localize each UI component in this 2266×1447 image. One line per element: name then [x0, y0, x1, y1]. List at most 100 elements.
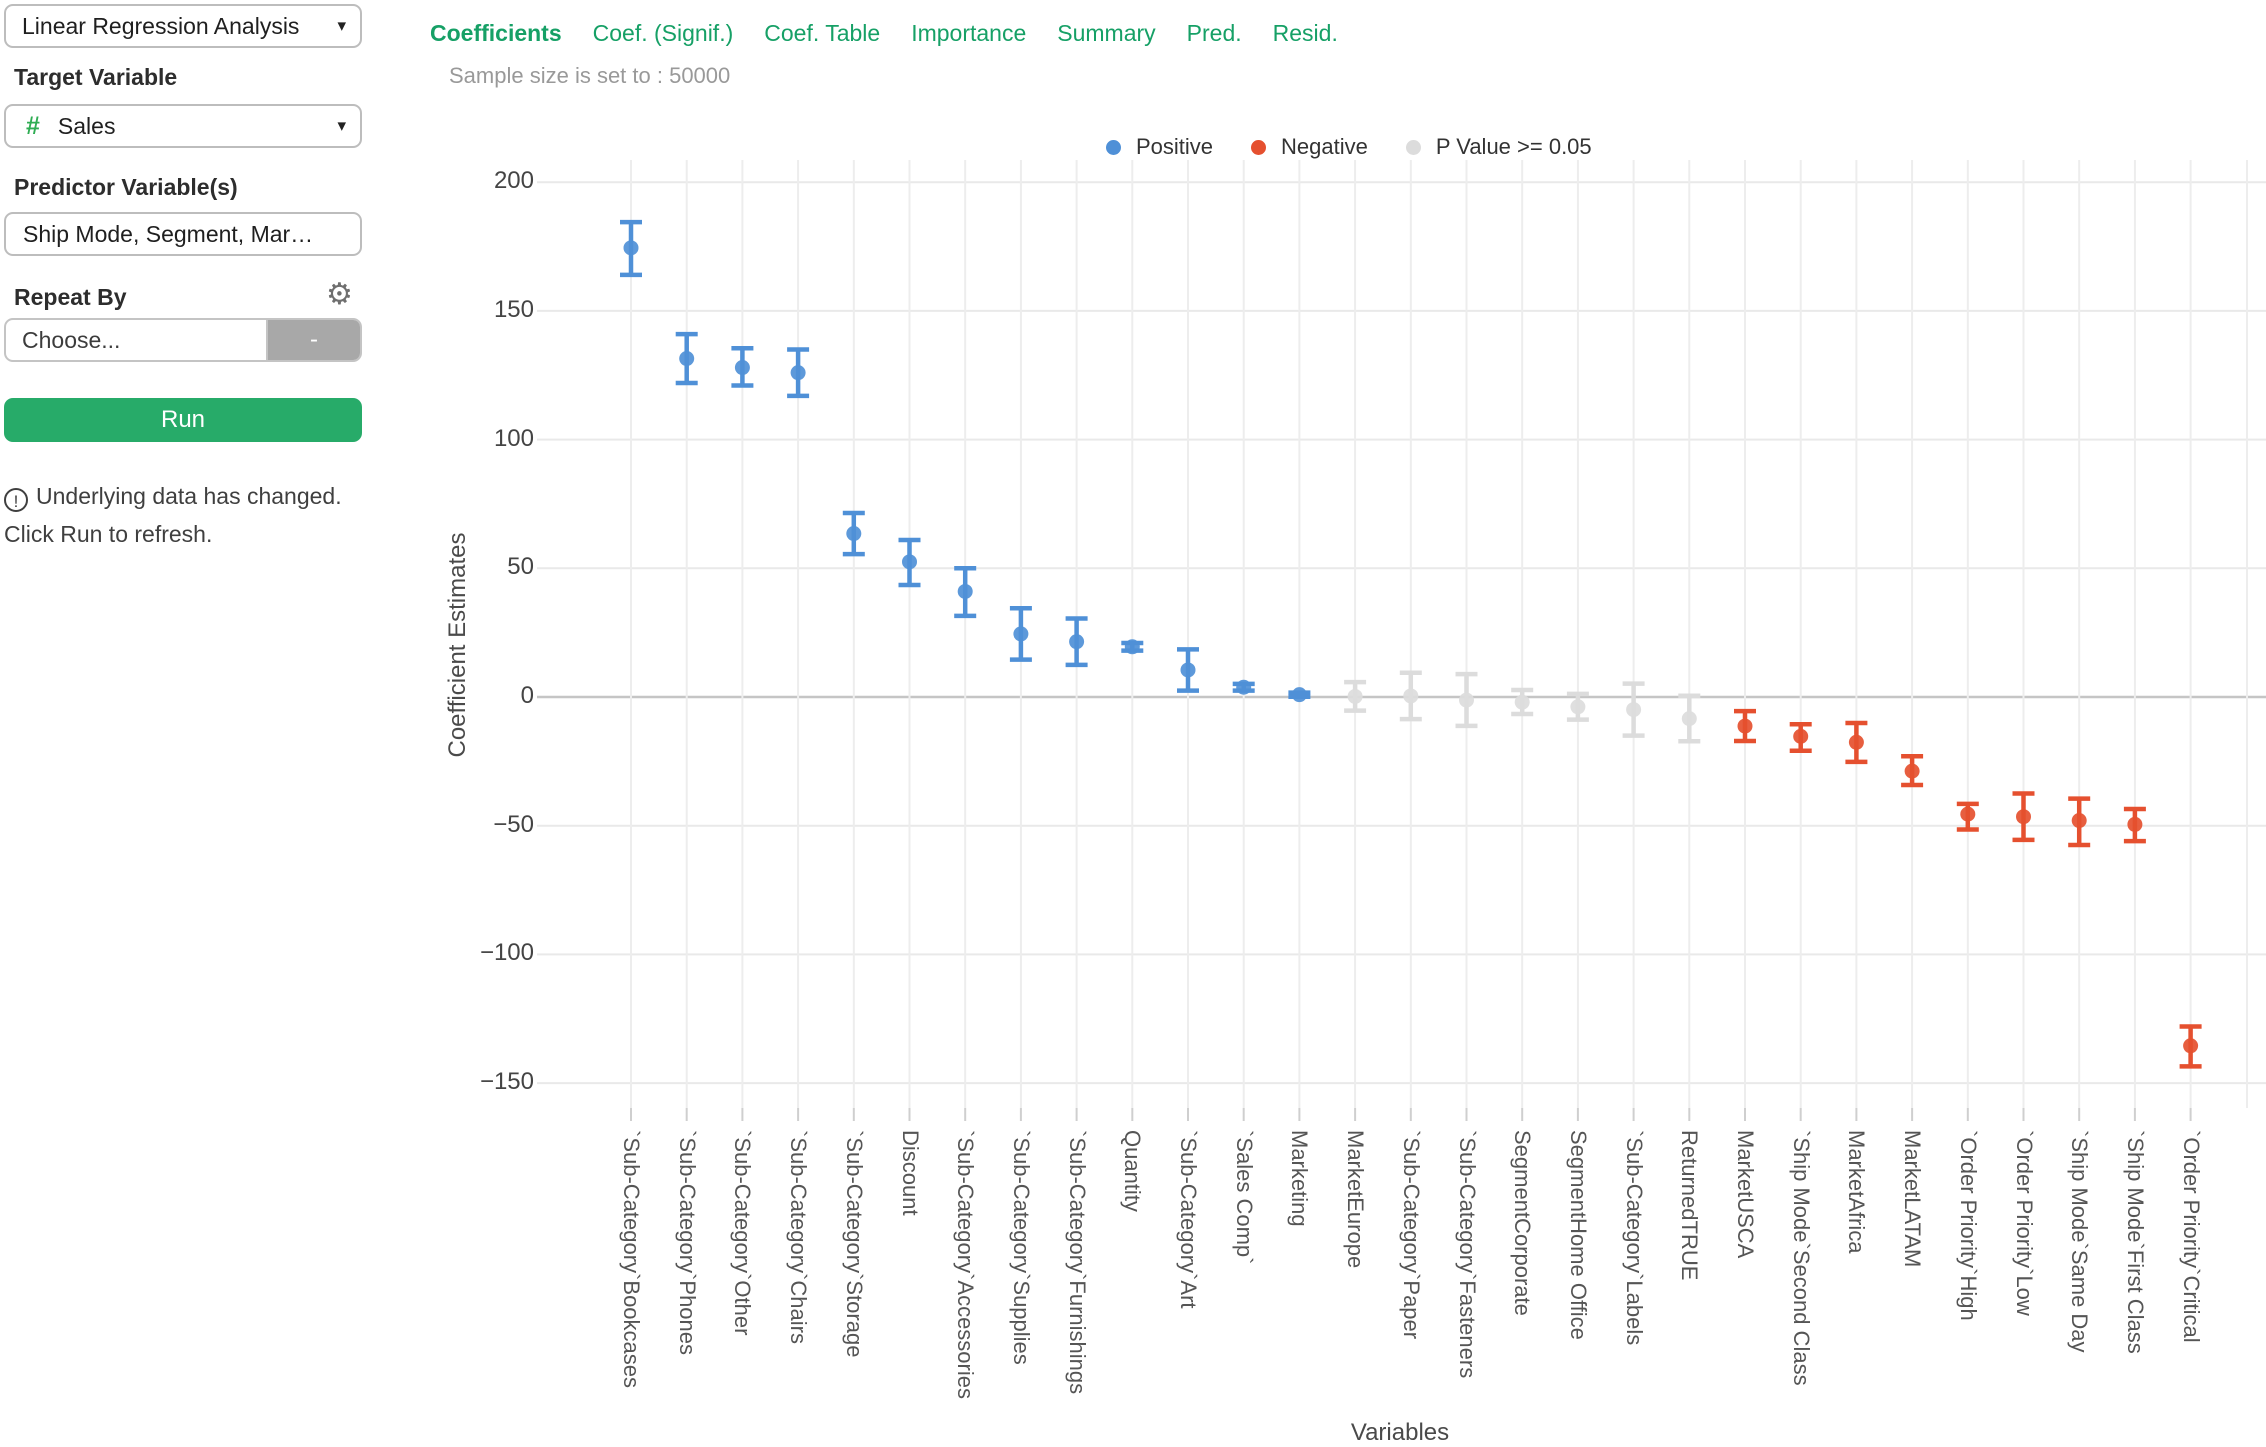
predictor-variables-input[interactable]: Ship Mode, Segment, Mar…: [4, 212, 362, 256]
error-bar-point[interactable]: [1344, 679, 1367, 713]
tab-summary[interactable]: Summary: [1057, 20, 1156, 46]
repeat-by-label: Repeat By: [14, 284, 127, 310]
y-tick-label: −100: [479, 939, 534, 967]
x-tick-label: `Order Priority`Critical: [2178, 1130, 2204, 1343]
error-bar-point[interactable]: [1455, 671, 1478, 729]
error-bar-point[interactable]: [954, 566, 977, 619]
target-variable-label: Target Variable: [14, 64, 178, 90]
nonsignificant-dot-icon: [1405, 139, 1421, 155]
x-tick-label: ReturnedTRUE: [1677, 1130, 1703, 1281]
tab-coef-table[interactable]: Coef. Table: [764, 20, 881, 46]
x-tick-label: MarketEurope: [1343, 1130, 1369, 1269]
error-bar-point[interactable]: [1399, 670, 1422, 722]
analysis-type-select[interactable]: Linear Regression Analysis ▾: [4, 4, 362, 48]
negative-dot-icon: [1251, 139, 1267, 155]
positive-dot-icon: [1106, 139, 1121, 155]
x-tick-label: `Order Priority`Low: [2011, 1130, 2037, 1316]
error-bar-point[interactable]: [1734, 708, 1756, 744]
tab-coef-signif[interactable]: Coef. (Signif.): [592, 20, 734, 46]
x-tick-label: `Sub-Category`Chairs: [786, 1130, 812, 1344]
repeat-by-clear-button[interactable]: -: [266, 320, 360, 360]
error-bar-point[interactable]: [1288, 687, 1311, 703]
tab-pred[interactable]: Pred.: [1186, 20, 1242, 46]
x-axis-title: Variables: [1350, 1419, 1450, 1446]
legend-item-positive[interactable]: Positive: [1106, 134, 1213, 160]
y-tick-label: −150: [479, 1068, 534, 1096]
chevron-down-icon: ▾: [337, 116, 346, 135]
repeat-by-select[interactable]: Choose...: [22, 326, 121, 353]
error-bar-point[interactable]: [1956, 801, 1979, 832]
sidebar: Linear Regression Analysis ▾ Target Vari…: [0, 0, 380, 1442]
tab-importance[interactable]: Importance: [911, 20, 1027, 46]
tab-coefficients[interactable]: Coefficients: [430, 20, 562, 46]
x-tick-label: MarketAfrica: [1844, 1130, 1870, 1254]
x-tick-label: `Sub-Category`Accessories: [953, 1130, 979, 1399]
x-tick-label: Quantity: [1120, 1130, 1146, 1212]
error-bar-point[interactable]: [1566, 691, 1589, 722]
x-tick-label: `Ship Mode`Second Class: [1788, 1130, 1814, 1386]
repeat-by-control: Choose... -: [4, 318, 362, 362]
error-bar-point[interactable]: [1511, 687, 1534, 717]
error-bar-point[interactable]: [2179, 1024, 2202, 1069]
legend-item-negative[interactable]: Negative: [1251, 134, 1368, 160]
y-tick-label: 0: [520, 682, 534, 709]
x-tick-label: `Sub-Category`Supplies: [1008, 1130, 1034, 1365]
sample-size-note: Sample size is set to : 50000: [449, 63, 731, 88]
error-bar-point[interactable]: [898, 537, 921, 588]
chart-legend: Positive Negative P Value >= 0.05: [1106, 134, 1592, 160]
run-button[interactable]: Run: [4, 398, 362, 442]
gear-icon[interactable]: ⚙: [326, 278, 353, 311]
error-bar-point[interactable]: [1177, 647, 1199, 693]
error-bar-point[interactable]: [1121, 639, 1144, 655]
error-bar-point[interactable]: [2012, 791, 2035, 843]
error-bar-point[interactable]: [1678, 693, 1701, 744]
predictor-variables-value: Ship Mode, Segment, Mar…: [23, 220, 314, 247]
chevron-down-icon: ▾: [337, 16, 346, 35]
error-bar-point[interactable]: [2123, 806, 2146, 844]
tab-bar: Coefficients Coef. (Signif.) Coef. Table…: [430, 20, 1338, 47]
error-bar-point[interactable]: [787, 347, 810, 399]
x-tick-label: `Order Priority`High: [1955, 1130, 1981, 1321]
error-bar-point[interactable]: [2068, 796, 2091, 848]
x-tick-label: `Sub-Category`Furnishings: [1064, 1130, 1090, 1395]
x-tick-label: `Sales Comp`: [1231, 1130, 1257, 1265]
x-tick-label: `Sub-Category`Paper: [1398, 1130, 1424, 1340]
y-tick-label: 200: [493, 167, 534, 195]
error-bar-point[interactable]: [1845, 720, 1868, 765]
x-tick-label: `Ship Mode`Same Day: [2067, 1130, 2093, 1353]
x-tick-label: MarketLATAM: [1900, 1130, 1926, 1268]
tab-resid[interactable]: Resid.: [1272, 20, 1338, 46]
legend-item-pvalue[interactable]: P Value >= 0.05: [1405, 134, 1592, 160]
x-tick-label: Discount: [897, 1130, 923, 1216]
error-bar-point[interactable]: [675, 331, 698, 386]
x-tick-label: SegmentCorporate: [1510, 1130, 1536, 1316]
number-type-icon: #: [26, 111, 40, 140]
y-tick-label: −50: [493, 810, 534, 838]
x-tick-label: `Sub-Category`Other: [730, 1130, 756, 1336]
x-tick-label: `Sub-Category`Storage: [841, 1130, 867, 1358]
target-variable-select[interactable]: # Sales ▾: [4, 104, 362, 148]
x-tick-label: SegmentHome Office: [1565, 1130, 1591, 1340]
x-tick-label: Marketing: [1287, 1130, 1313, 1227]
y-tick-label: 150: [493, 295, 534, 323]
x-tick-label: MarketUSCA: [1733, 1130, 1758, 1259]
y-tick-label: 50: [507, 553, 534, 581]
error-bar-point[interactable]: [1901, 753, 1924, 788]
analysis-type-value: Linear Regression Analysis: [22, 12, 300, 39]
error-bar-point[interactable]: [1065, 616, 1088, 668]
error-bar-point[interactable]: [842, 510, 865, 557]
error-bar-point[interactable]: [1232, 679, 1255, 695]
x-tick-label: `Sub-Category`Labels: [1621, 1130, 1647, 1346]
error-bar-point[interactable]: [1009, 605, 1032, 662]
warning-text: Underlying data has changed. Click Run t…: [4, 483, 342, 547]
error-bar-point[interactable]: [1789, 722, 1812, 754]
y-axis-title: Coefficient Estimates: [444, 532, 471, 758]
alert-icon: !: [4, 488, 28, 512]
error-bar-point[interactable]: [620, 219, 642, 278]
y-tick-label: 100: [493, 424, 534, 452]
predictor-variables-label: Predictor Variable(s): [14, 174, 238, 200]
error-bar-point[interactable]: [1622, 681, 1645, 738]
x-tick-label: `Sub-Category`Art: [1176, 1130, 1201, 1309]
error-bar-point[interactable]: [731, 345, 754, 388]
